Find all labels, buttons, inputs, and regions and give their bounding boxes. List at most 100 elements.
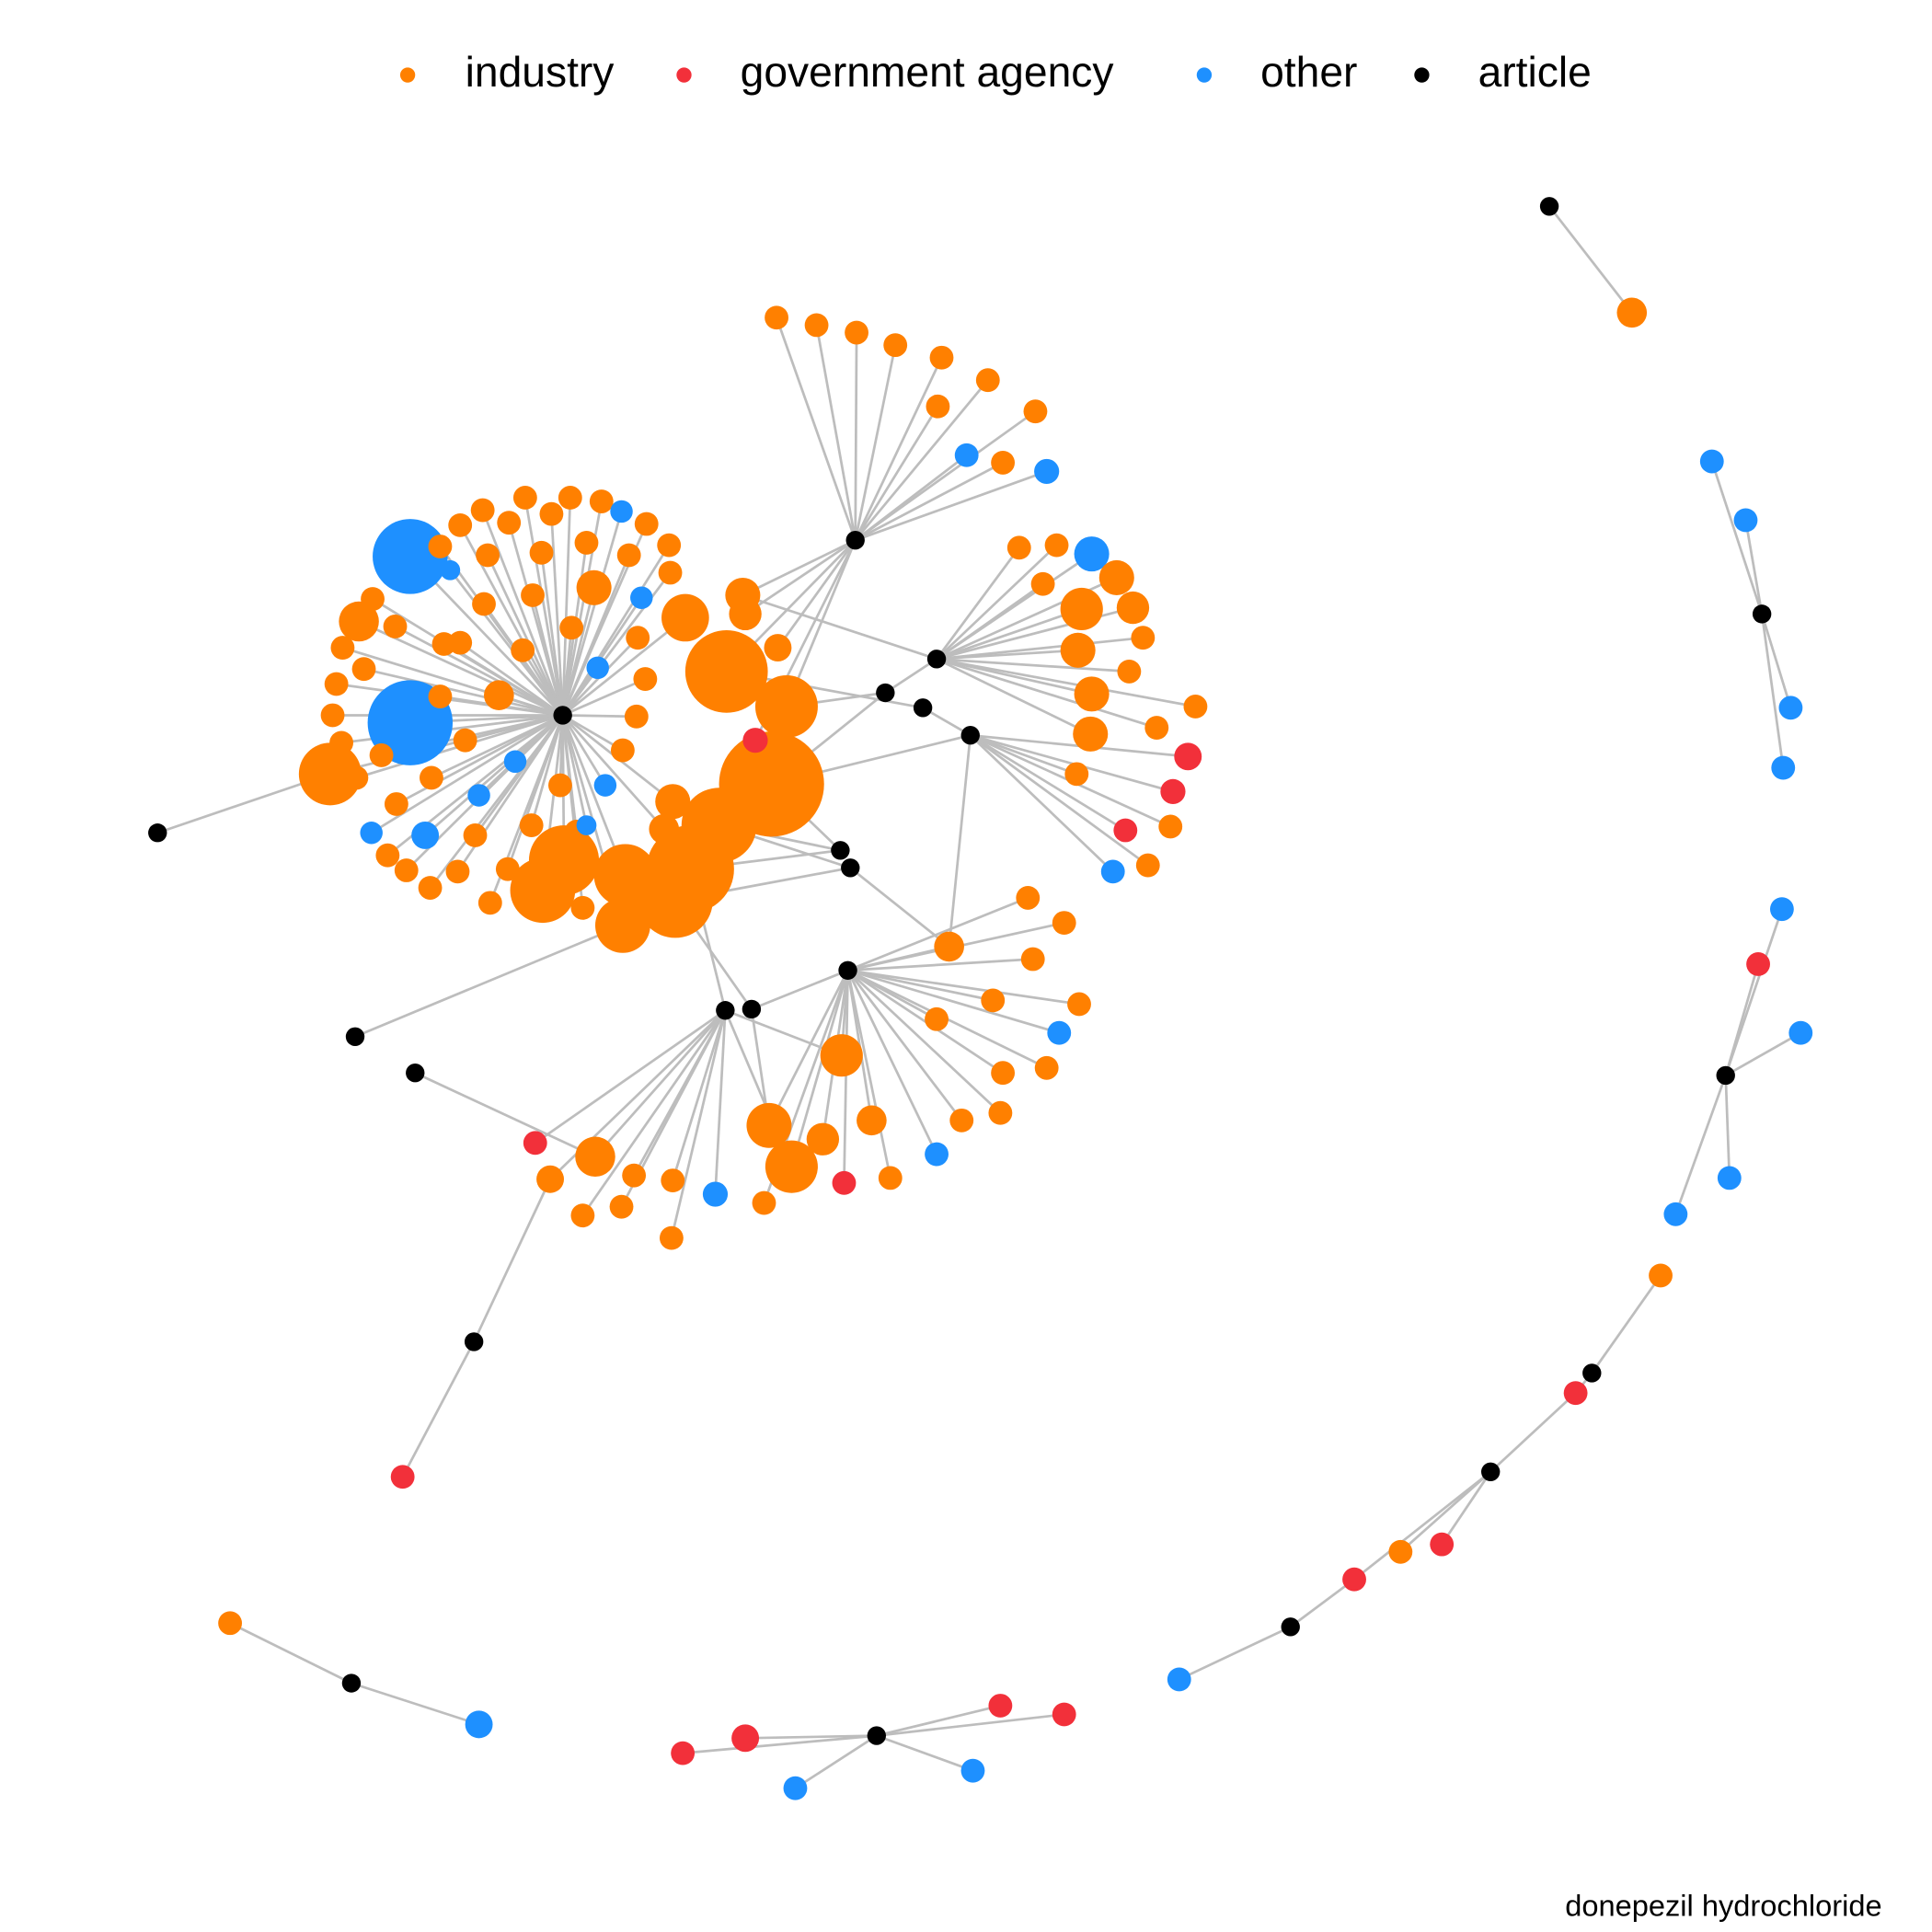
node (1717, 1166, 1742, 1190)
edge (936, 544, 1058, 661)
edge (229, 1622, 352, 1685)
node (684, 630, 768, 713)
node (453, 728, 477, 753)
node (960, 1758, 985, 1783)
node (344, 765, 369, 790)
node (926, 650, 947, 669)
node (1752, 604, 1772, 624)
edge (767, 970, 849, 1126)
edge (1724, 1075, 1731, 1179)
node (1023, 399, 1048, 424)
node (1064, 762, 1089, 787)
legend-swatch (399, 67, 416, 83)
edge (745, 1734, 877, 1740)
node (954, 443, 979, 467)
node (1788, 1020, 1813, 1045)
node (373, 519, 448, 594)
node (616, 543, 641, 568)
node (1616, 297, 1648, 328)
node (1016, 886, 1041, 910)
node (570, 895, 595, 920)
edge (847, 896, 1029, 972)
edge (936, 607, 1083, 661)
edge (459, 641, 564, 717)
node (1067, 992, 1091, 1017)
node (341, 1673, 362, 1693)
node (465, 1710, 493, 1739)
node (841, 858, 860, 878)
node (1113, 818, 1138, 843)
node (926, 394, 950, 419)
node (626, 626, 650, 650)
edge (1489, 1392, 1577, 1473)
node (878, 1166, 903, 1190)
edge (970, 733, 1077, 776)
edge (561, 715, 588, 826)
edge (751, 969, 849, 1011)
node (1060, 632, 1096, 668)
legend-swatch (676, 67, 692, 83)
node (574, 530, 599, 555)
edge (414, 1071, 596, 1158)
edge (884, 658, 937, 695)
node (420, 765, 443, 790)
node (806, 1122, 840, 1156)
node (1430, 1532, 1455, 1557)
node (820, 1034, 863, 1077)
edge (855, 470, 1048, 542)
node (716, 1001, 735, 1020)
node (657, 533, 682, 558)
edge (534, 1009, 727, 1144)
edge (530, 715, 564, 826)
node (845, 530, 865, 550)
edge (683, 1734, 877, 1754)
node (1060, 587, 1103, 631)
node (661, 593, 709, 642)
edge (561, 554, 630, 716)
edge (775, 316, 857, 541)
node (576, 569, 612, 605)
edge (846, 970, 892, 1179)
node (1582, 1363, 1602, 1383)
edge (815, 325, 857, 541)
node (477, 891, 502, 915)
node (765, 1140, 818, 1193)
node (440, 559, 461, 581)
edge (969, 734, 1149, 867)
node (593, 774, 617, 797)
edge (562, 677, 646, 717)
edge (847, 969, 1080, 1006)
node (925, 1006, 949, 1031)
node (1144, 716, 1169, 740)
node (523, 1131, 547, 1156)
edge (431, 714, 564, 779)
node (1074, 676, 1110, 712)
node (746, 1102, 792, 1148)
edge (486, 554, 564, 717)
edge (1289, 1578, 1355, 1628)
node (536, 1165, 565, 1193)
node (320, 703, 345, 728)
node (610, 738, 635, 763)
edge (1710, 461, 1764, 615)
node (384, 792, 408, 816)
edge (790, 970, 849, 1167)
edge (1724, 963, 1760, 1076)
node (981, 988, 1006, 1013)
edge (847, 945, 949, 972)
node (428, 684, 453, 708)
edge (523, 497, 564, 716)
edge (876, 1713, 1064, 1737)
edge (562, 714, 637, 719)
edge (794, 1734, 878, 1789)
node (702, 1181, 729, 1207)
edge (854, 406, 939, 541)
node (929, 345, 954, 370)
node (594, 897, 650, 953)
node (609, 1194, 634, 1219)
node (610, 500, 633, 523)
edge (561, 714, 665, 831)
edge (843, 970, 849, 1183)
edge (1441, 1471, 1492, 1546)
node (1030, 571, 1055, 596)
